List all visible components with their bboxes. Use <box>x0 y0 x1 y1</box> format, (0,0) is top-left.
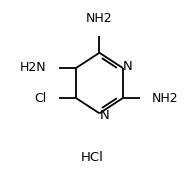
Text: N: N <box>100 108 110 122</box>
Text: HCl: HCl <box>81 151 104 164</box>
Text: N: N <box>123 60 133 73</box>
Text: Cl: Cl <box>35 92 47 105</box>
Text: NH2: NH2 <box>86 12 113 25</box>
Text: NH2: NH2 <box>152 92 179 105</box>
Text: H2N: H2N <box>20 61 47 74</box>
